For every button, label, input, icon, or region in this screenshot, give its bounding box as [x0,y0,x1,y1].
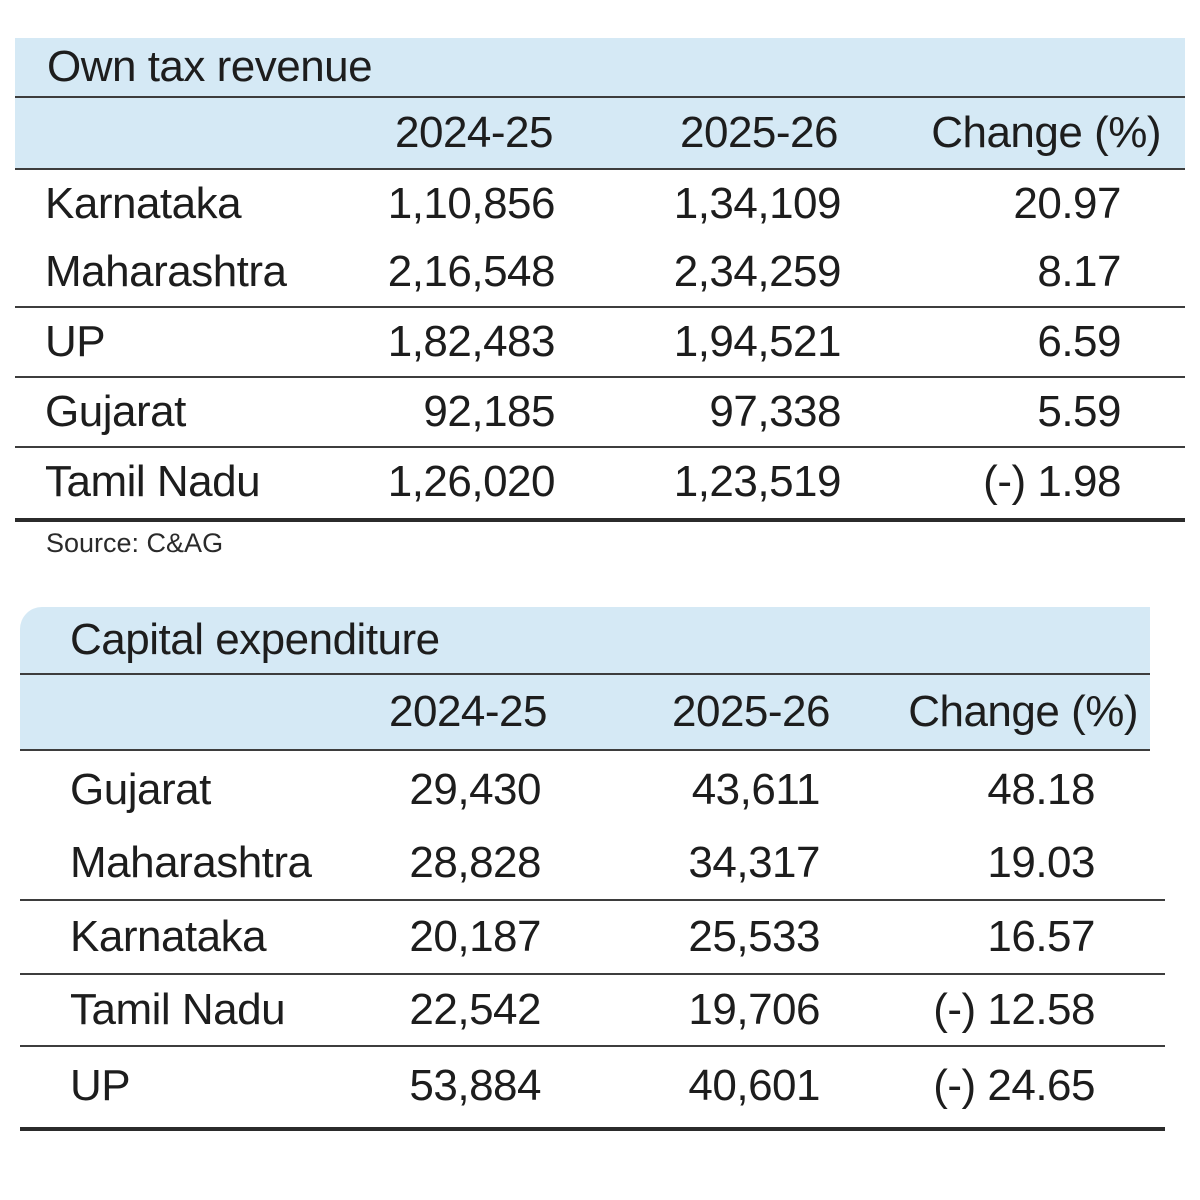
value-2025-26: 43,611 [691,765,821,814]
value-2025-26: 97,338 [709,387,841,436]
header-row: 2024-25 2025-26 Change (%) [15,98,1185,170]
column-header-change: Change (%) [908,687,1138,736]
header-row: 2024-25 2025-26 Change (%) [20,675,1150,751]
value-2024-25: 22,542 [409,985,541,1034]
table-row: Maharashtra 2,16,548 2,34,259 8.17 [15,238,1185,308]
value-change: 8.17 [1037,247,1121,296]
table-row: UP 1,82,483 1,94,521 6.59 [15,308,1185,378]
value-change: 20.97 [1013,179,1121,228]
row-label: Tamil Nadu [70,985,286,1034]
column-header-2025-26: 2025-26 [680,108,838,157]
value-2025-26: 2,34,259 [673,247,842,296]
table-row: Tamil Nadu 1,26,020 1,23,519 (-) 1.98 [15,448,1185,516]
row-label: Maharashtra [45,247,287,296]
row-label: UP [70,1061,131,1110]
row-label: Gujarat [70,765,211,814]
column-header-2024-25: 2024-25 [395,108,553,157]
own-tax-revenue-table: Own tax revenue 2024-25 2025-26 Change (… [15,38,1185,524]
value-2024-25: 29,430 [409,765,541,814]
table-title-bar: Capital expenditure [20,607,1150,675]
value-change: 5.59 [1037,387,1121,436]
table-row: Karnataka 20,187 25,533 16.57 [20,901,1165,975]
row-label: Tamil Nadu [45,457,261,506]
table-title: Capital expenditure [70,615,440,664]
value-change: 19.03 [987,838,1095,887]
table-bottom-rule [20,1127,1165,1131]
column-header-change: Change (%) [931,108,1161,157]
table-row: Gujarat 29,430 43,611 48.18 [20,755,1165,825]
table-row: Maharashtra 28,828 34,317 19.03 [20,827,1165,901]
value-change: (-) 1.98 [983,457,1121,506]
table-row: Gujarat 92,185 97,338 5.59 [15,378,1185,448]
value-2025-26: 40,601 [688,1061,820,1110]
value-2025-26: 1,94,521 [673,317,842,366]
row-label: UP [45,317,106,366]
value-change: (-) 12.58 [933,985,1095,1034]
source-note: Source: C&AG [46,528,224,558]
value-change: (-) 24.65 [933,1061,1095,1110]
value-2024-25: 1,10,856 [387,179,556,228]
row-label: Gujarat [45,387,186,436]
value-change: 6.59 [1037,317,1121,366]
value-2025-26: 34,317 [688,838,820,887]
table-title: Own tax revenue [47,42,373,91]
row-label: Maharashtra [70,838,312,887]
table-bottom-rule [15,518,1185,522]
table-row: Karnataka 1,10,856 1,34,109 20.97 [15,170,1185,238]
table-row: UP 53,884 40,601 (-) 24.65 [20,1047,1165,1125]
value-2024-25: 53,884 [409,1061,541,1110]
value-change: 16.57 [987,912,1095,961]
table-title-bar: Own tax revenue [15,38,1185,98]
value-change: 48.18 [987,765,1095,814]
value-2024-25: 1,82,483 [387,317,556,366]
capital-expenditure-table: Capital expenditure 2024-25 2025-26 Chan… [20,607,1165,1134]
row-label: Karnataka [70,912,267,961]
row-label: Karnataka [45,179,242,228]
table-row: Tamil Nadu 22,542 19,706 (-) 12.58 [20,975,1165,1047]
value-2025-26: 25,533 [688,912,820,961]
value-2024-25: 92,185 [423,387,555,436]
value-2024-25: 2,16,548 [387,247,556,296]
value-2024-25: 1,26,020 [387,457,556,506]
column-header-2025-26: 2025-26 [672,687,830,736]
value-2025-26: 1,23,519 [673,457,842,506]
value-2024-25: 28,828 [409,838,541,887]
value-2024-25: 20,187 [409,912,541,961]
value-2025-26: 1,34,109 [673,179,842,228]
column-header-2024-25: 2024-25 [389,687,547,736]
value-2025-26: 19,706 [688,985,820,1034]
